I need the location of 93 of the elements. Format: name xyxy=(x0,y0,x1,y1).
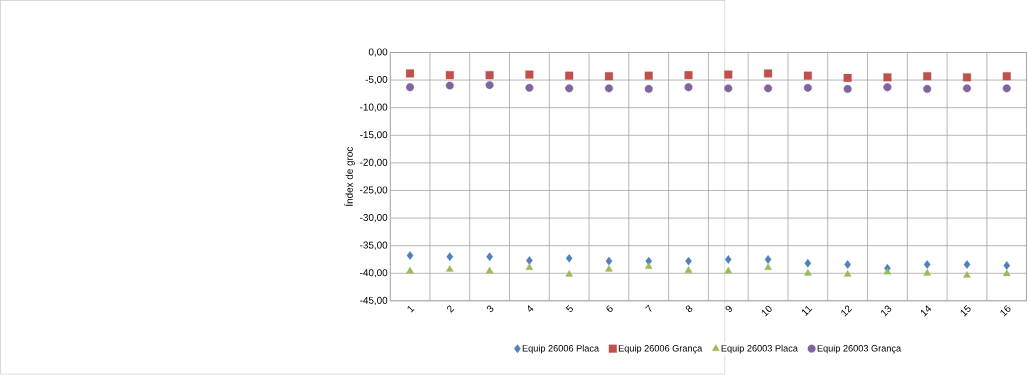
x-tick-label: 14 xyxy=(920,305,932,317)
point xyxy=(604,84,613,93)
point xyxy=(565,254,573,263)
y-tick-label: -35,00 xyxy=(360,241,388,250)
point xyxy=(764,69,773,78)
point xyxy=(446,265,454,272)
point xyxy=(485,81,494,90)
point xyxy=(684,266,693,273)
point xyxy=(923,269,932,276)
legend-label: Equip 26006 Grança xyxy=(618,345,703,354)
point xyxy=(804,259,812,268)
x-tick-label: 5 xyxy=(565,305,573,313)
x-tick-label: 3 xyxy=(486,305,494,313)
point xyxy=(962,84,971,93)
y-tick-label: -20,00 xyxy=(360,159,388,168)
x-tick-label: 16 xyxy=(1000,305,1011,317)
point xyxy=(844,260,851,270)
point xyxy=(684,71,693,80)
x-tick-label: 15 xyxy=(960,305,971,317)
point xyxy=(764,84,773,93)
point xyxy=(843,85,852,94)
point xyxy=(1002,72,1011,81)
point xyxy=(962,73,971,82)
point xyxy=(445,81,454,90)
y-axis-title: Índex de groc xyxy=(344,147,355,207)
point xyxy=(923,85,932,94)
legend-label: Equip 26003 Placa xyxy=(721,345,798,354)
x-tick-label: 2 xyxy=(447,305,455,314)
point xyxy=(565,84,574,93)
y-tick-label: -15,00 xyxy=(360,131,388,140)
point xyxy=(883,83,892,92)
point xyxy=(644,71,653,80)
point xyxy=(1002,84,1011,93)
point xyxy=(1003,261,1011,271)
x-tick-label: 12 xyxy=(841,305,853,317)
point xyxy=(724,84,733,93)
point xyxy=(605,265,613,272)
point xyxy=(804,269,812,276)
x-tick-label: 7 xyxy=(645,304,652,313)
y-tick-label: -30,00 xyxy=(360,214,388,223)
point xyxy=(485,71,494,80)
point xyxy=(525,263,534,271)
point xyxy=(803,71,812,80)
point xyxy=(685,256,692,266)
point xyxy=(764,263,772,271)
x-tick-label: 10 xyxy=(761,305,772,317)
point xyxy=(803,84,812,93)
x-tick-label: 6 xyxy=(606,305,613,313)
point xyxy=(525,70,534,79)
point xyxy=(486,252,493,262)
point xyxy=(843,74,852,83)
point xyxy=(923,72,932,81)
point xyxy=(963,271,971,278)
y-tick-label: 0,00 xyxy=(368,48,388,57)
point xyxy=(604,72,613,81)
x-tick-label: 9 xyxy=(725,305,732,313)
point xyxy=(406,83,415,92)
y-tick-label: -40,00 xyxy=(360,269,388,278)
point xyxy=(406,251,414,261)
point xyxy=(406,69,415,78)
point xyxy=(1002,269,1011,277)
point xyxy=(446,252,454,262)
legend-label: Equip 26003 Grança xyxy=(817,345,902,354)
legend-label: Equip 26006 Placa xyxy=(522,345,600,354)
point xyxy=(764,255,772,265)
point xyxy=(565,71,574,80)
point xyxy=(644,262,653,270)
point xyxy=(883,268,892,275)
point xyxy=(963,260,971,270)
y-tick-label: -10,00 xyxy=(360,103,388,112)
point xyxy=(724,70,733,79)
x-tick-label: 8 xyxy=(685,305,693,313)
point xyxy=(525,84,534,93)
point xyxy=(526,256,533,266)
point xyxy=(923,260,931,270)
point xyxy=(843,270,852,277)
point xyxy=(485,266,494,274)
y-tick-label: -45,00 xyxy=(360,297,388,306)
point xyxy=(883,73,892,82)
y-tick-label: -25,00 xyxy=(360,186,388,195)
x-tick-label: 13 xyxy=(881,305,892,317)
point xyxy=(406,266,414,274)
point xyxy=(724,266,733,274)
x-tick-label: 11 xyxy=(802,306,813,317)
x-tick-label: 4 xyxy=(527,305,534,313)
x-tick-label: 1 xyxy=(407,306,415,313)
point xyxy=(445,71,454,80)
point xyxy=(724,255,732,265)
point xyxy=(644,85,653,94)
point xyxy=(684,83,693,92)
point xyxy=(565,270,573,277)
point xyxy=(605,256,613,266)
y-tick-label: -5,00 xyxy=(365,76,388,85)
